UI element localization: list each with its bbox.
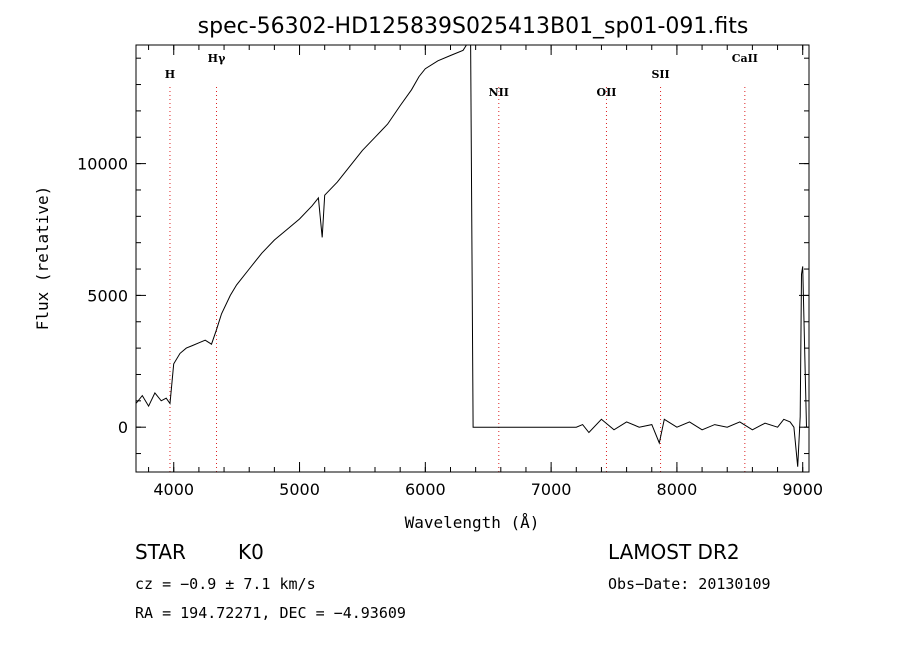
y-tick-label-0: 0 bbox=[118, 418, 128, 437]
line-label-3: OII bbox=[597, 86, 617, 99]
y-tick-label-1: 5000 bbox=[87, 286, 128, 305]
plot-frame bbox=[135, 44, 810, 473]
line-label-0: H bbox=[165, 68, 175, 81]
coordinates-text: RA = 194.72271, DEC = −4.93609 bbox=[135, 604, 406, 622]
emission-line-markers: H Hγ NII OII SII CaII bbox=[165, 52, 758, 472]
y-axis-label: Flux (relative) bbox=[33, 186, 52, 331]
axes: 4000 5000 6000 7000 8000 9000 0 5000 10000 bbox=[77, 44, 823, 499]
survey-name: LAMOST DR2 bbox=[608, 540, 740, 564]
redshift-text: cz = −0.9 ± 7.1 km/s bbox=[135, 575, 316, 593]
line-label-5: CaII bbox=[732, 52, 758, 65]
x-tick-label-0: 4000 bbox=[153, 480, 194, 499]
spectrum-series bbox=[136, 45, 807, 467]
line-label-4: SII bbox=[651, 68, 669, 81]
x-tick-label-3: 7000 bbox=[531, 480, 572, 499]
x-tick-label-4: 8000 bbox=[657, 480, 698, 499]
x-tick-label-1: 5000 bbox=[279, 480, 320, 499]
line-label-2: NII bbox=[489, 86, 509, 99]
y-tick-label-2: 10000 bbox=[77, 155, 128, 174]
x-axis-label: Wavelength (Å) bbox=[405, 513, 540, 532]
x-tick-label-5: 9000 bbox=[782, 480, 823, 499]
chart-title: spec-56302-HD125839S025413B01_sp01-091.f… bbox=[198, 14, 749, 39]
object-subclass: K0 bbox=[238, 540, 264, 564]
x-tick-label-2: 6000 bbox=[405, 480, 446, 499]
object-class: STAR bbox=[135, 540, 186, 564]
line-label-1: Hγ bbox=[208, 52, 226, 65]
obs-date: Obs−Date: 20130109 bbox=[608, 575, 771, 593]
spectrum-line bbox=[136, 45, 807, 467]
